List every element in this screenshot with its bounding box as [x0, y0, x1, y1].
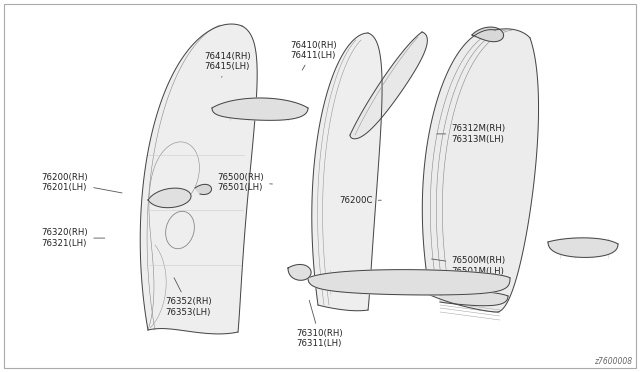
Text: 76410(RH)
76411(LH): 76410(RH) 76411(LH)	[291, 41, 337, 70]
Polygon shape	[350, 32, 428, 139]
Text: 76310(RH)
76311(LH): 76310(RH) 76311(LH)	[297, 300, 343, 348]
Polygon shape	[140, 24, 257, 334]
Text: 76500M(RH)
76501M(LH): 76500M(RH) 76501M(LH)	[431, 256, 506, 276]
Text: 76312M(RH)
76313M(LH): 76312M(RH) 76313M(LH)	[436, 124, 506, 144]
Polygon shape	[548, 238, 618, 257]
Text: 76320(RH)
76321(LH): 76320(RH) 76321(LH)	[42, 228, 105, 248]
Text: z7600008: z7600008	[594, 357, 632, 366]
Polygon shape	[308, 270, 510, 295]
Text: 76500(RH)
76501(LH): 76500(RH) 76501(LH)	[218, 173, 273, 192]
Text: 76200C: 76200C	[339, 196, 381, 205]
Polygon shape	[288, 264, 311, 280]
Text: 76352(RH)
76353(LH): 76352(RH) 76353(LH)	[166, 278, 212, 317]
Polygon shape	[472, 27, 504, 42]
Polygon shape	[148, 188, 191, 208]
Text: 76200(RH)
76201(LH): 76200(RH) 76201(LH)	[42, 173, 122, 193]
Polygon shape	[212, 98, 308, 120]
Polygon shape	[312, 33, 382, 311]
Polygon shape	[422, 29, 538, 312]
Polygon shape	[195, 185, 211, 195]
Polygon shape	[440, 292, 508, 306]
Text: 76414(RH)
76415(LH): 76414(RH) 76415(LH)	[204, 52, 250, 77]
